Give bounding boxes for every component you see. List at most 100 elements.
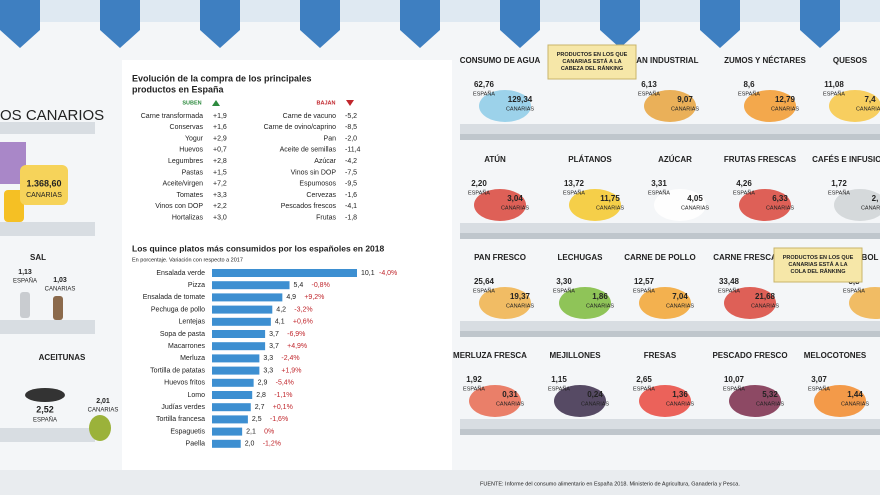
y-tick-label: Tortilla francesa [156,416,205,423]
value: 12,79 [775,95,796,104]
label: CANARIAS [45,287,76,293]
shelf-front [460,134,880,140]
value-box [20,165,68,205]
product-illustration [479,287,531,319]
label: ESPAÑA [733,189,755,196]
callout [773,247,863,283]
label: CANARIAS [771,106,799,112]
bar [212,317,271,326]
value: 5,32 [762,390,778,399]
product-name: Pastas [182,169,204,176]
value: 1,03 [53,277,67,284]
label: CANARIAS [751,303,779,309]
y-tick-label: Paella [186,441,206,448]
value: 2,65 [636,375,652,384]
product-name: ZUMOS Y NÉCTARES [724,56,806,65]
value: 4,26 [736,179,752,188]
product-illustration [639,287,691,319]
pennant [400,0,440,48]
pennant [600,0,640,48]
label: CANARIAS [861,205,880,211]
bar [212,293,283,302]
product-illustration [834,189,880,221]
product-illustration [474,189,526,221]
product-name: PAN FRESCO [474,253,526,262]
value-label: 4,9 [286,294,296,301]
product-illustration [849,287,880,319]
left-heading: OS CANARIOS [0,107,104,124]
value: 11,08 [824,80,844,89]
shaker [20,292,30,318]
shelf [0,122,95,134]
product-name: Vinos con DOP [155,203,203,210]
label: CANARIAS [766,205,794,211]
label: ESPAÑA [33,417,57,424]
shelf [0,428,95,442]
value: 10,07 [724,375,745,384]
product-name: CONSUMO DE AGUA [460,56,541,65]
pennant [500,0,540,48]
y-tick-label: Merluza [180,355,205,362]
pennant [700,0,740,48]
bar [212,269,357,277]
y-tick-label: Judías verdes [161,404,205,411]
label: CANARIAS [841,401,869,407]
product-name: CARNE FRESCA [713,253,777,262]
pennant [100,0,140,48]
y-tick-label: Lentejas [179,319,206,326]
label: CANARIAS [671,106,699,112]
jar [4,190,24,222]
value: 1,15 [551,375,567,384]
product-name: ATÚN [484,155,506,164]
value: 2,52 [36,404,54,414]
value: 62,76 [474,80,495,89]
label: ESPAÑA [13,278,37,285]
bar [212,378,254,387]
callout [547,44,637,80]
value: 1,44 [847,390,863,399]
value: 0,31 [502,390,518,399]
label: ESPAÑA [808,385,830,392]
value-label: 2,9 [258,380,268,387]
value-label: 3,3 [263,367,273,374]
label: ESPAÑA [553,287,575,294]
callout-text: PRODUCTOS EN LOS QUE CANARIAS ESTÁ A LA CO… [783,255,854,275]
label: CANARIAS [756,401,784,407]
y-tick-label: Lomo [187,392,205,399]
change: -2,0 [345,135,357,142]
floor [0,470,880,495]
product-name: Aceite/virgen [163,181,204,188]
change: +2,2 [213,203,227,210]
change: +2,9 [213,135,227,142]
value-label: 2,5 [252,416,262,423]
change-label: 0% [264,428,274,435]
y-tick-label: Ensalada verde [156,270,205,277]
label: ESPAÑA [473,287,495,294]
label: ESPAÑA [473,90,495,97]
value-label: 2,7 [255,404,265,411]
value-label: 3,7 [269,343,279,350]
value-label: 3,3 [263,355,273,362]
product-name: LECHUGAS [558,253,604,262]
table-title: Evolución de la compra de los principale… [132,73,312,83]
value: 19,37 [510,292,531,301]
label: ESPAÑA [823,90,845,97]
change-label: +1,9% [281,367,301,374]
olives [25,388,65,402]
value: 3,07 [811,375,827,384]
value: 2,01 [96,398,110,405]
product-name: PLÁTANOS [568,155,612,164]
shelf [0,222,95,236]
value: 33,48 [719,277,740,286]
product-name: Espumosos [299,181,336,188]
shelf-front [460,331,880,337]
y-tick-label: Sopa de pasta [160,331,205,338]
product-name: BOL [862,253,879,262]
product-illustration [569,189,621,221]
value: 1,92 [466,375,482,384]
pennant [200,0,240,48]
callout-text: PRODUCTOS EN LOS QUE CANARIAS ESTÁ A LA CA… [557,52,628,72]
value: 4,05 [687,194,703,203]
product-illustration [479,90,531,122]
